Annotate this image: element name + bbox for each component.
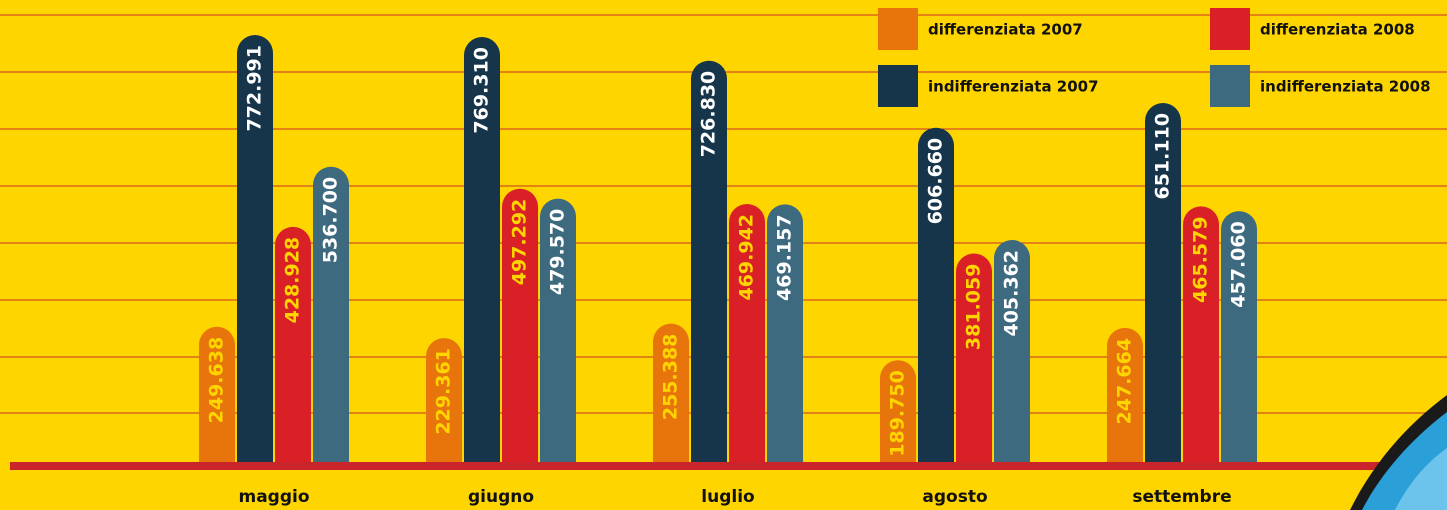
value-label: 469.157: [774, 214, 796, 301]
value-label: 469.942: [736, 214, 758, 301]
bar: [653, 323, 689, 466]
legend-swatch: [878, 8, 918, 50]
bar: [502, 188, 538, 466]
value-label: 381.059: [963, 264, 985, 351]
value-label: 769.310: [471, 47, 493, 134]
value-label: 465.579: [1190, 216, 1212, 303]
value-label: 726.830: [698, 71, 720, 158]
bar: [956, 253, 992, 466]
legend-label: indifferenziata 2008: [1260, 78, 1431, 96]
legend-label: differenziata 2008: [1260, 21, 1415, 39]
value-label: 247.664: [1114, 338, 1136, 425]
bar: [1145, 102, 1181, 466]
value-label: 229.361: [433, 348, 455, 435]
value-label: 457.060: [1228, 221, 1250, 308]
value-label: 536.700: [320, 177, 342, 264]
bar: [1183, 206, 1219, 466]
bar: [237, 35, 273, 466]
bar: [275, 226, 311, 466]
bar: [540, 198, 576, 466]
baseline: [10, 462, 1410, 470]
blue-disc-highlight: [1395, 448, 1447, 510]
legend-label: differenziata 2007: [928, 21, 1083, 39]
bar: [1107, 327, 1143, 466]
value-label: 772.991: [244, 45, 266, 132]
value-label: 255.388: [660, 334, 682, 421]
decoration: [1350, 395, 1447, 510]
bars: 249.638 772.991 428.928 536.700 229.361 769.3…: [199, 35, 1257, 467]
bar: [313, 166, 349, 466]
value-label: 428.928: [282, 237, 304, 324]
bar: [199, 326, 235, 466]
legend-swatch: [1210, 8, 1250, 50]
value-label: 249.638: [206, 337, 228, 424]
value-label: 479.570: [547, 209, 569, 296]
legend-swatch: [878, 65, 918, 107]
bar: [767, 204, 803, 466]
x-tick-label: maggio: [238, 487, 309, 507]
value-label: 189.750: [887, 370, 909, 457]
x-tick-label: giugno: [468, 487, 534, 507]
value-label: 651.110: [1152, 113, 1174, 200]
bar: [426, 338, 462, 466]
legend-label: indifferenziata 2007: [928, 78, 1099, 96]
bar: [729, 203, 765, 466]
value-label: 606.660: [925, 138, 947, 225]
x-tick-label: settembre: [1132, 487, 1231, 507]
value-label: 497.292: [509, 199, 531, 286]
bar: [1221, 211, 1257, 466]
x-tick-label: agosto: [922, 487, 987, 507]
bar: [464, 37, 500, 467]
value-label: 405.362: [1001, 250, 1023, 337]
legend: differenziata 2007 indifferenziata 2007 di…: [878, 8, 1431, 107]
bar: [880, 360, 916, 466]
legend-swatch: [1210, 65, 1250, 107]
x-tick-label: luglio: [701, 487, 754, 507]
bar: [918, 127, 954, 466]
bar: [691, 60, 727, 466]
bar: [994, 239, 1030, 466]
